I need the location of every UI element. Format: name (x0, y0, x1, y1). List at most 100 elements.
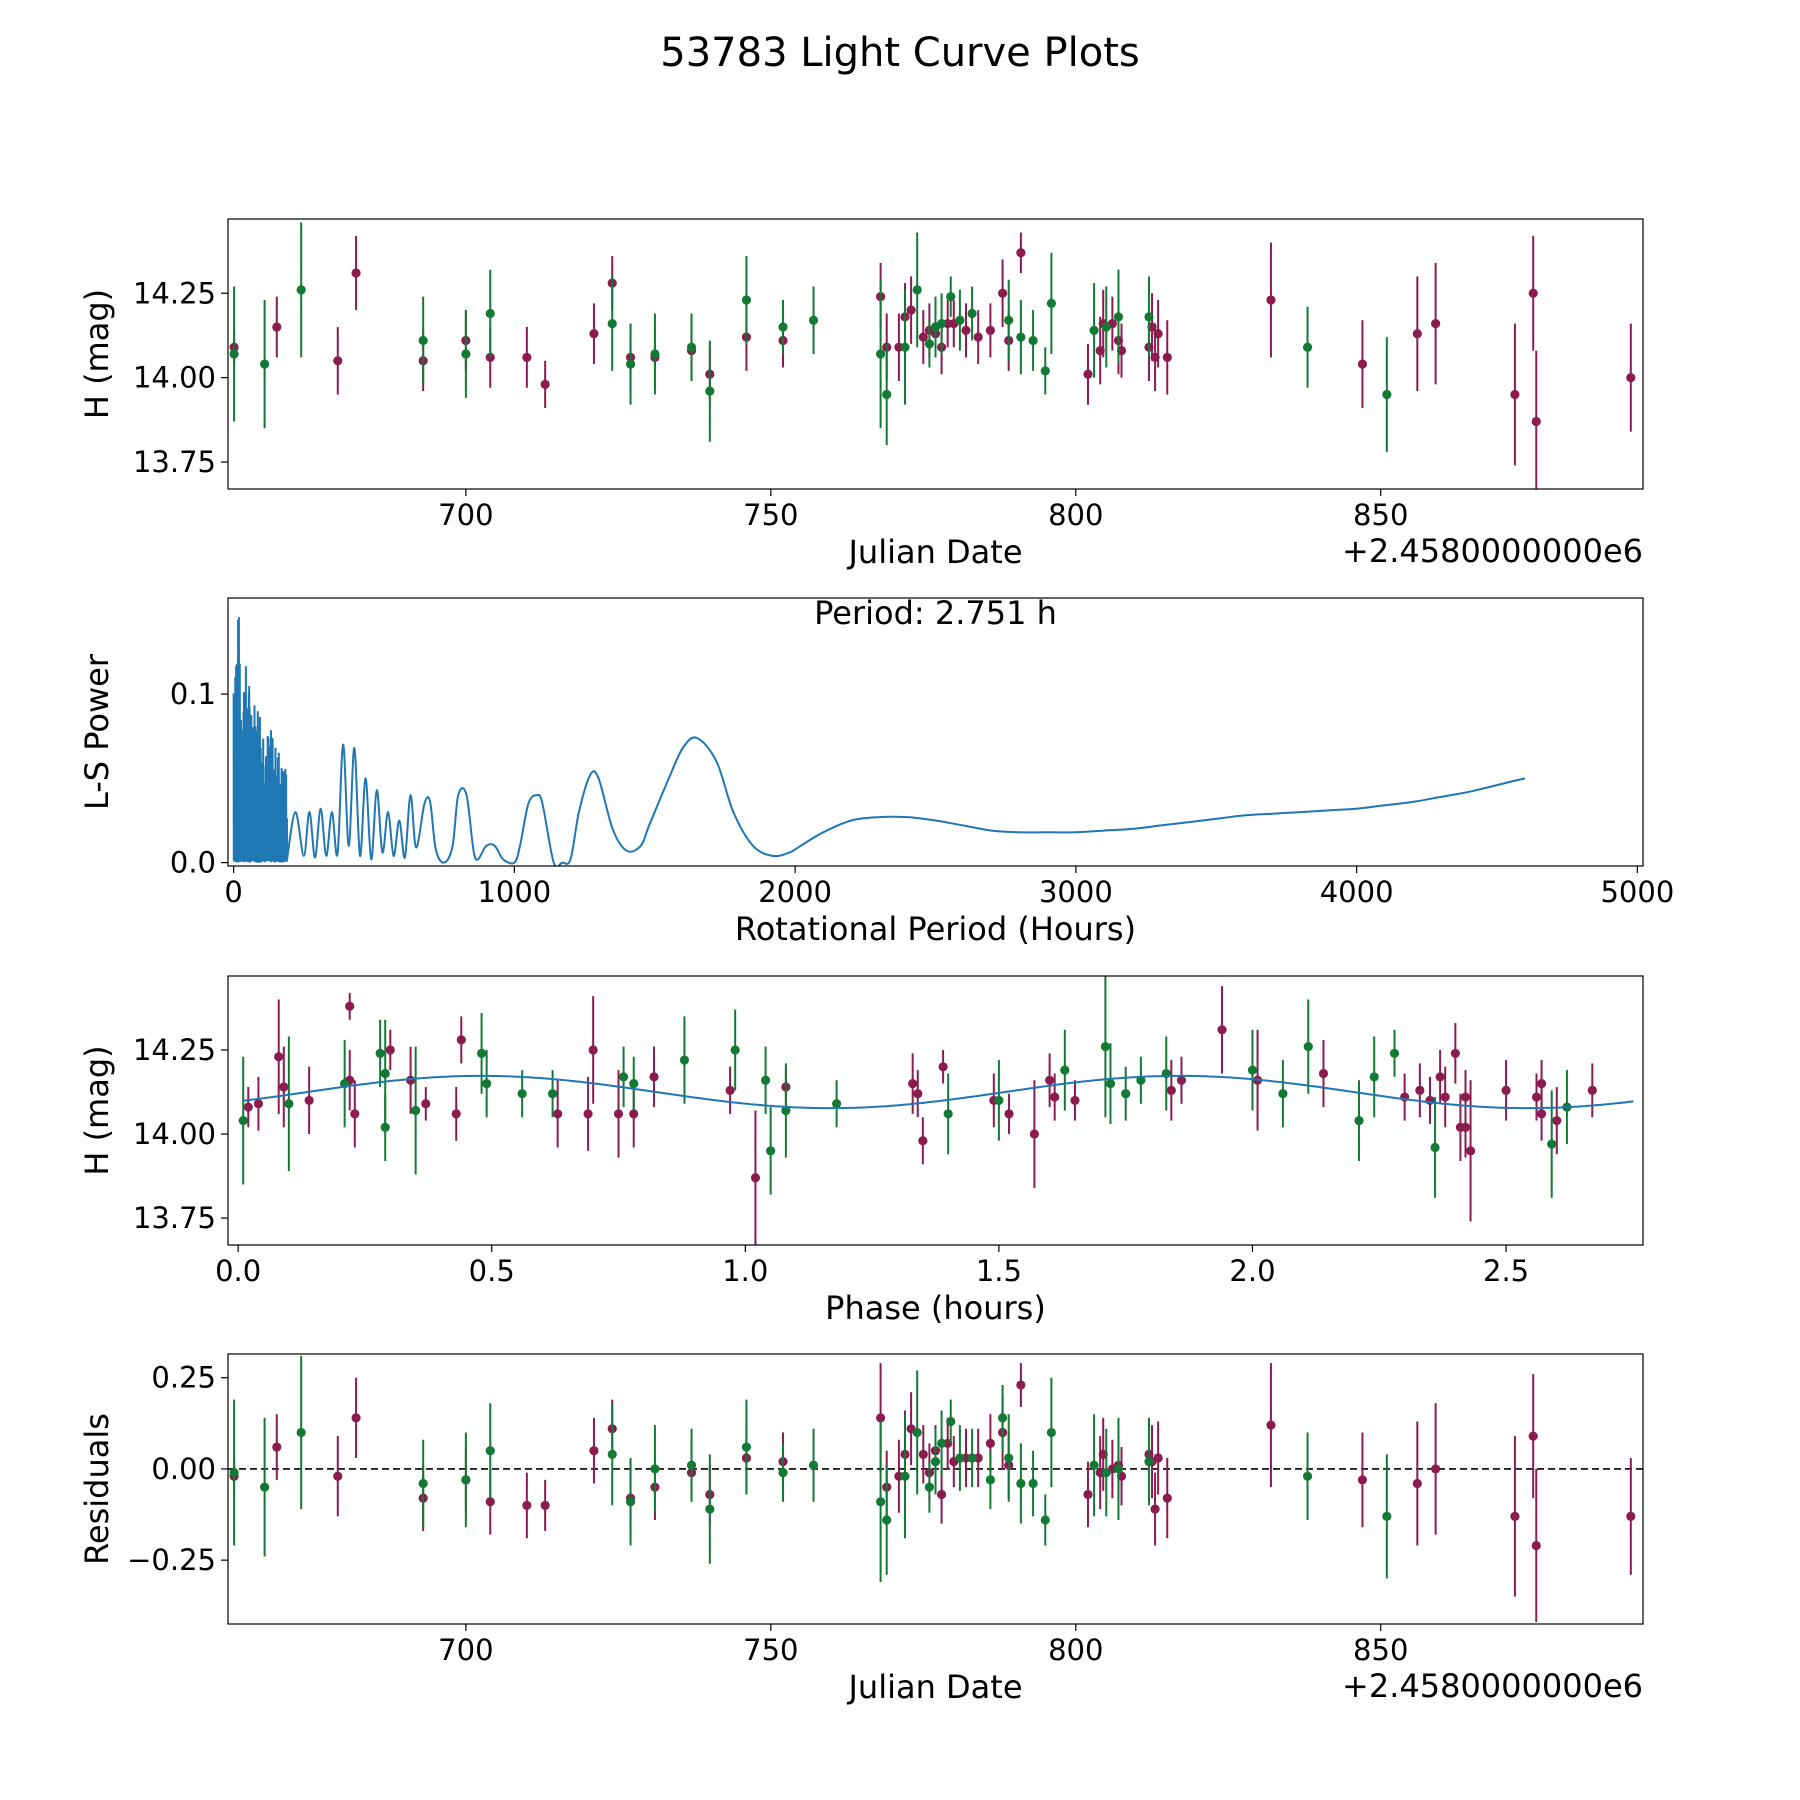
y-axis-label: Residuals (78, 1413, 116, 1565)
data-point (1121, 1089, 1131, 1099)
data-point (1162, 352, 1172, 362)
data-point (936, 1489, 947, 1500)
data-point (274, 1052, 284, 1062)
x-tick-label: 750 (743, 498, 798, 532)
data-point (882, 389, 892, 400)
data-point (485, 1446, 495, 1456)
data-point (461, 349, 471, 359)
data-point (304, 1095, 314, 1106)
data-point (1528, 288, 1538, 298)
data-point (778, 322, 788, 332)
data-point (1318, 1068, 1329, 1079)
data-point (540, 379, 550, 389)
data-point (924, 1482, 935, 1492)
data-point (253, 1099, 264, 1109)
x-tick-label: 800 (1048, 1633, 1103, 1667)
y-axis-label: H (mag) (78, 1045, 116, 1175)
data-point (238, 1115, 248, 1126)
data-point (906, 305, 916, 315)
x-tick-label: 0 (224, 875, 242, 909)
data-point (943, 1109, 953, 1119)
data-point (650, 349, 660, 359)
x-tick-label: 0.5 (469, 1254, 515, 1288)
data-point (778, 1467, 788, 1478)
data-point (1046, 298, 1056, 308)
x-tick-label: 2000 (758, 875, 832, 909)
data-point (243, 1102, 253, 1112)
phased-plot-area (238, 976, 1634, 1245)
data-point (375, 1048, 385, 1058)
data-point (1247, 1065, 1258, 1075)
data-point (1101, 1467, 1111, 1478)
data-point (333, 1471, 343, 1481)
y-axis-label: H (mag) (78, 289, 116, 419)
data-point (1412, 1478, 1422, 1489)
data-point (918, 1136, 928, 1146)
data-point (476, 1048, 487, 1058)
period-annotation: Period: 2.751 h (814, 594, 1057, 632)
data-point (997, 288, 1008, 298)
data-point (1266, 1420, 1276, 1430)
data-point (1113, 1464, 1124, 1474)
data-point (918, 1449, 928, 1459)
data-point (461, 1475, 471, 1485)
x-tick-label: 800 (1048, 498, 1103, 532)
data-point (1531, 1092, 1542, 1102)
x-tick-label: 0.0 (215, 1254, 261, 1288)
data-point (1369, 1072, 1379, 1082)
data-point (411, 1105, 421, 1116)
data-point (1029, 1129, 1039, 1139)
data-point (1166, 1085, 1176, 1095)
data-point (385, 1045, 395, 1055)
data-point (741, 1442, 752, 1452)
data-point (946, 292, 956, 302)
data-point (1389, 1048, 1400, 1058)
data-point (1510, 1511, 1520, 1521)
data-point (1425, 1095, 1435, 1106)
data-point (553, 1109, 563, 1119)
data-point (1045, 1075, 1055, 1085)
data-point (900, 342, 910, 352)
data-point (1382, 389, 1392, 400)
data-point (583, 1109, 593, 1119)
data-point (418, 1478, 428, 1489)
x-tick-label: 700 (438, 1633, 493, 1667)
data-point (985, 1438, 995, 1448)
residuals-frame (227, 1353, 1644, 1625)
y-tick-label: 13.75 (133, 1201, 216, 1235)
data-point (625, 359, 636, 369)
data-point (1531, 1540, 1541, 1551)
data-point (985, 325, 995, 335)
data-point (1357, 359, 1368, 369)
lightcurve-frame (227, 218, 1644, 490)
data-point (1528, 1431, 1538, 1441)
data-point (924, 339, 935, 349)
series-maroon (243, 986, 1597, 1245)
data-point (750, 1173, 761, 1183)
data-point (1465, 1146, 1476, 1156)
data-point (625, 1497, 636, 1507)
data-point (997, 1413, 1008, 1423)
data-point (1510, 389, 1520, 400)
data-point (1415, 1085, 1425, 1095)
data-point (1176, 1075, 1187, 1085)
data-point (705, 1504, 715, 1514)
x-tick-label: 1.5 (976, 1254, 1022, 1288)
data-point (1217, 1025, 1227, 1035)
data-point (1101, 322, 1111, 332)
data-point (229, 349, 239, 359)
data-point (1440, 1092, 1450, 1102)
x-tick-label: 850 (1353, 1633, 1408, 1667)
data-point (1552, 1115, 1562, 1126)
data-point (1153, 329, 1163, 339)
y-tick-label: −0.25 (127, 1543, 216, 1577)
data-point (985, 1475, 995, 1485)
data-point (1626, 373, 1636, 383)
data-point (876, 349, 886, 359)
data-point (1302, 1471, 1313, 1481)
data-point (522, 352, 532, 362)
data-point (588, 1045, 598, 1055)
series-green (238, 976, 1572, 1198)
data-point (930, 1457, 941, 1467)
